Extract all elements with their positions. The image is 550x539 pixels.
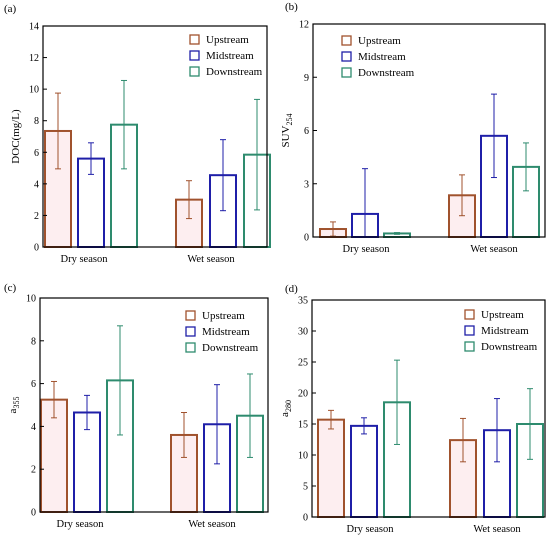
legend-swatch-upstream <box>464 309 475 320</box>
plot-frame <box>42 25 268 248</box>
y-tick-label: 10 <box>26 294 36 305</box>
y-tick-label: 2 <box>31 465 36 476</box>
legend-label-downstream: Downstream <box>481 341 538 353</box>
y-tick-label: 12 <box>299 20 309 31</box>
legend-label-midstream: Midstream <box>358 51 406 63</box>
y-tick-label: 4 <box>31 422 36 433</box>
chart-panel-4: (d) 0 5 10 15 20 25 30 35 Dry season Wet season a28… <box>279 283 546 535</box>
chart-panel-1: (a) 0 2 4 6 8 10 12 14 Dry season Wet season DOC(mg… <box>4 3 271 265</box>
legend-swatch-midstream <box>464 325 475 336</box>
y-axis-label-main: a <box>279 412 291 417</box>
y-tick-label: 14 <box>29 22 39 33</box>
y-tick-label: 8 <box>31 336 36 347</box>
y-axis-label-sub: 355 <box>12 397 21 409</box>
y-tick-label: 9 <box>304 73 309 84</box>
y-axis-label: a355 <box>7 397 21 414</box>
y-tick-label: 0 <box>303 513 308 524</box>
legend-label-upstream: Upstream <box>358 35 401 47</box>
y-axis-label-main: DOC(mg/L) <box>10 109 22 164</box>
x-category-label: Wet season <box>473 524 521 535</box>
y-tick-label: 30 <box>298 327 308 338</box>
chart-panel-3: (c) 0 2 4 6 8 10 Dry season Wet season a355 Upstre… <box>4 282 269 530</box>
y-axis-label: a280 <box>279 400 293 417</box>
legend-swatch-downstream <box>189 66 200 77</box>
legend-label-downstream: Downstream <box>202 342 259 354</box>
y-tick-label: 10 <box>298 451 308 462</box>
legend-label-midstream: Midstream <box>481 325 529 337</box>
y-tick-label: 0 <box>31 508 36 519</box>
panel-label: (a) <box>4 3 17 15</box>
y-tick-label: 2 <box>34 211 39 222</box>
legend-label-downstream: Downstream <box>358 67 415 79</box>
y-axis-label: DOC(mg/L) <box>10 109 22 164</box>
legend-label-upstream: Upstream <box>202 310 245 322</box>
legend-label-midstream: Midstream <box>202 326 250 338</box>
chart-panel-2: (b) 0 3 6 9 12 Dry season Wet season SUV254 Upstr… <box>280 1 546 255</box>
x-category-label: Wet season <box>470 244 518 255</box>
legend-swatch-midstream <box>185 326 196 337</box>
y-tick-label: 5 <box>303 482 308 493</box>
bar-midstream-dry <box>350 424 378 518</box>
y-tick-label: 3 <box>304 179 309 190</box>
legend-swatch-midstream <box>341 51 352 62</box>
legend-swatch-midstream <box>189 50 200 61</box>
y-tick-label: 4 <box>34 179 39 190</box>
plot-frame <box>39 297 269 513</box>
y-tick-label: 8 <box>34 116 39 127</box>
legend-label-midstream: Midstream <box>206 50 254 62</box>
x-category-label: Dry season <box>343 244 391 255</box>
panel-label: (b) <box>285 1 298 13</box>
x-category-label: Dry season <box>347 524 395 535</box>
y-tick-label: 12 <box>29 53 39 64</box>
x-category-label: Wet season <box>188 519 236 530</box>
bar-upstream-dry <box>317 418 345 518</box>
y-tick-label: 15 <box>298 420 308 431</box>
y-tick-label: 6 <box>31 379 36 390</box>
panel-label: (d) <box>285 283 298 295</box>
y-tick-label: 35 <box>298 296 308 307</box>
legend-label-upstream: Upstream <box>206 34 249 46</box>
y-axis-label: SUV254 <box>280 113 294 147</box>
x-category-label: Dry season <box>61 254 109 265</box>
y-tick-label: 25 <box>298 358 308 369</box>
legend-swatch-downstream <box>341 67 352 78</box>
bar-upstream-dry <box>40 398 68 513</box>
legend-swatch-downstream <box>464 341 475 352</box>
y-tick-label: 20 <box>298 389 308 400</box>
y-tick-label: 6 <box>304 126 309 137</box>
legend-swatch-upstream <box>189 34 200 45</box>
y-axis-label-main: SUV <box>280 125 292 147</box>
y-axis-label-main: a <box>7 408 19 413</box>
y-tick-label: 0 <box>34 243 39 254</box>
legend-label-downstream: Downstream <box>206 66 263 78</box>
y-axis-label-sub: 254 <box>285 113 294 125</box>
legend-swatch-upstream <box>341 35 352 46</box>
legend-swatch-upstream <box>185 310 196 321</box>
x-category-label: Wet season <box>187 254 235 265</box>
panel-label: (c) <box>4 282 17 294</box>
legend-swatch-downstream <box>185 342 196 353</box>
y-tick-label: 6 <box>34 148 39 159</box>
legend-label-upstream: Upstream <box>481 309 524 321</box>
y-tick-label: 10 <box>29 85 39 96</box>
x-category-label: Dry season <box>57 519 105 530</box>
y-axis-label-sub: 280 <box>284 400 293 412</box>
plot-frame <box>311 299 546 518</box>
y-tick-label: 0 <box>304 233 309 244</box>
